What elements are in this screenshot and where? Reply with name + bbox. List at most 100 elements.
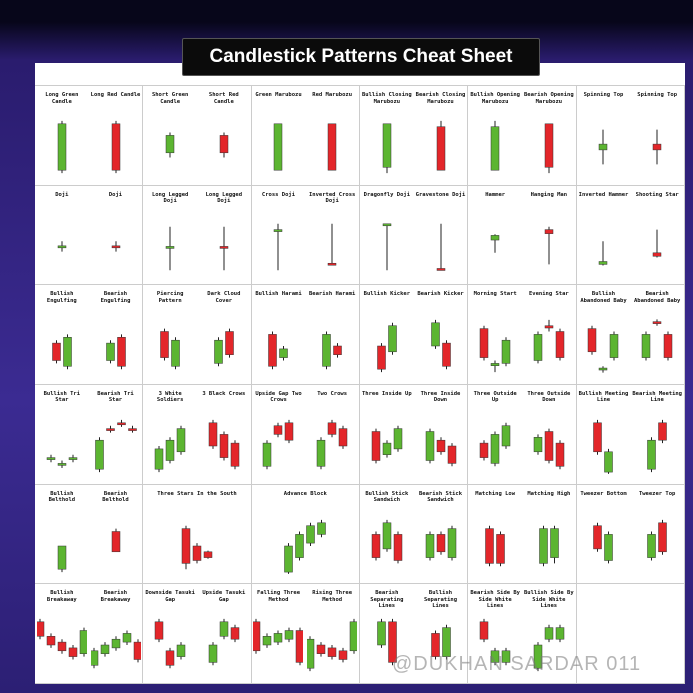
candle-body — [116, 422, 126, 426]
candle-body — [127, 428, 137, 431]
candle-body — [203, 551, 213, 558]
pattern-drawing — [641, 319, 673, 361]
candle-body — [279, 348, 289, 359]
candle-body — [165, 650, 175, 666]
candle-body — [604, 451, 614, 473]
pattern: Rising Three Method — [305, 584, 359, 683]
candle-body — [296, 630, 304, 663]
candle-body — [382, 442, 392, 455]
pattern: Bullish Kicker — [360, 285, 414, 384]
candle-body — [333, 346, 342, 356]
pattern: Bullish Engulfing — [35, 285, 89, 384]
pattern-label: Dark Cloud Cover — [207, 291, 241, 304]
candle-body — [371, 533, 381, 558]
pattern-drawing — [160, 328, 180, 370]
candle-body — [285, 422, 294, 441]
pattern-drawing — [253, 619, 304, 666]
pattern-drawing — [479, 326, 511, 373]
pattern-cell: Bullish Engulfing Bearish Engulfing — [35, 285, 144, 385]
candle-body — [555, 627, 565, 640]
candle-body — [57, 123, 67, 171]
candle-body — [544, 431, 554, 461]
pattern-label: Piercing Pattern — [156, 291, 184, 304]
candle-body — [501, 650, 511, 663]
pattern: Bearish Side By Side White Lines — [468, 584, 522, 683]
candle-body — [316, 439, 326, 467]
pattern-cell: Inverted Hammer Shooting Star — [576, 185, 685, 286]
candle-body — [90, 650, 98, 666]
candle-body — [436, 267, 445, 271]
pattern-label: Spinning Top — [637, 92, 678, 98]
candle-body — [122, 633, 131, 643]
pattern-cell: Bullish Opening Marubozu Bearish Opening … — [468, 86, 577, 186]
candle-body — [306, 525, 316, 544]
pattern: Bearish Separating Lines — [360, 584, 414, 683]
pattern-cell: Matching Low Matching High — [468, 484, 577, 585]
candle-body — [79, 630, 87, 655]
pattern-drawing — [219, 226, 229, 270]
pattern-drawing — [57, 240, 67, 252]
candle-body — [663, 334, 673, 359]
pattern: Bullish Side By Side White Lines — [522, 584, 576, 683]
pattern-label: Bearish Abandoned Baby — [633, 291, 681, 304]
candle-body — [479, 442, 489, 458]
pattern-label: Falling Three Method — [256, 590, 301, 603]
candle-body — [610, 334, 619, 359]
pattern-label: Bearish Belthold — [102, 490, 129, 504]
candle-body — [322, 334, 331, 367]
pattern-label: Three Stars In the South — [157, 490, 237, 497]
pattern-label: Inverted Cross Doji — [308, 191, 356, 205]
candle-body — [160, 331, 169, 359]
candle-body — [430, 322, 440, 347]
pattern-label: Bearish Closing Marubozu — [415, 92, 466, 105]
pattern: Dragonfly Doji — [360, 186, 414, 285]
pattern-label: Gravestone Doji — [415, 191, 466, 198]
candle-body — [377, 621, 386, 646]
pattern-label: Bullish Separating Lines — [423, 590, 458, 610]
candle-body — [219, 621, 229, 637]
pattern: Inverted Cross Doji — [305, 186, 359, 285]
pattern-drawing — [425, 525, 456, 561]
candle-body — [425, 533, 434, 558]
candle-body — [544, 325, 554, 329]
candle-body — [176, 428, 186, 453]
candle-body — [36, 621, 45, 637]
pattern-cell: Bearish Separating Lines Bullish Separati… — [360, 584, 469, 684]
pattern: Spinning Top — [577, 86, 631, 185]
candle-body — [116, 337, 126, 367]
candle-body — [111, 639, 120, 649]
pattern-drawing — [588, 326, 619, 374]
candle-body — [57, 545, 67, 570]
candle-body — [327, 647, 337, 658]
pattern-label: Bullish Meeting Line — [578, 390, 629, 404]
pattern: Bullish Stick Sandwich — [360, 485, 414, 584]
pattern-drawing — [94, 419, 137, 473]
candle-body — [111, 245, 120, 248]
pattern-drawing — [647, 519, 667, 561]
pattern-drawing — [533, 320, 565, 364]
pattern-label: Short Red Candle — [208, 92, 239, 105]
pattern-label: Matching High — [527, 490, 571, 497]
pattern-drawing — [208, 419, 240, 470]
pattern-drawing — [485, 525, 505, 566]
pattern-drawing — [181, 525, 213, 569]
candle-body — [274, 633, 283, 643]
pattern: Advance Block — [252, 485, 359, 584]
candle-body — [68, 647, 78, 658]
pattern-drawing — [430, 320, 451, 370]
pattern-drawing — [479, 619, 511, 666]
pattern: 3 Black Crows — [197, 385, 251, 484]
candle-body — [599, 260, 608, 265]
pattern-label: Bullish Stick Sandwich — [365, 490, 409, 504]
candle-body — [430, 633, 440, 658]
pattern: Hanging Man — [522, 186, 576, 285]
pattern-cell: Short Green Candle Short Red Candle — [143, 86, 252, 186]
pattern-cell: Piercing Pattern Dark Cloud Cover — [143, 285, 252, 385]
pattern-cell: Doji Doji — [35, 185, 144, 286]
pattern-drawing — [284, 519, 327, 574]
candle-body — [658, 422, 667, 441]
pattern-label: Three Inside Up — [362, 390, 412, 397]
pattern-drawing — [371, 519, 403, 564]
pattern-label: Bullish Belthold — [48, 490, 76, 504]
pattern-drawing — [430, 625, 451, 660]
